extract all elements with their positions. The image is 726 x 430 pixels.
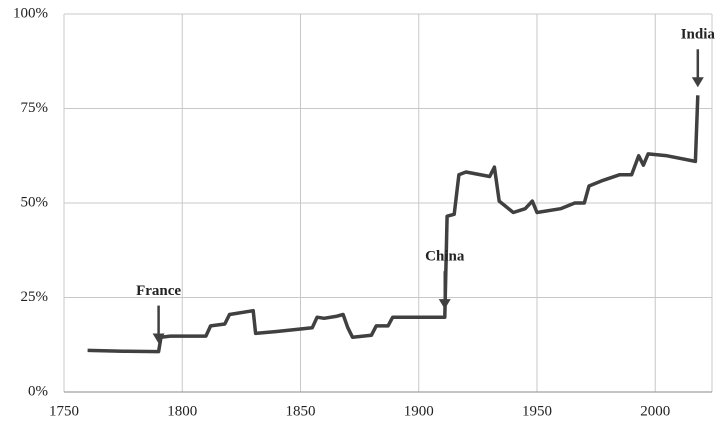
y-tick-label: 75%	[21, 100, 49, 116]
annotation: France	[136, 283, 181, 299]
data-line	[87, 95, 700, 354]
annotation: India	[681, 27, 716, 43]
x-tick-label: 2000	[640, 403, 670, 419]
annotation-arrowhead	[438, 299, 451, 310]
y-tick-label: 50%	[21, 194, 49, 210]
x-tick-label: 1900	[404, 403, 434, 419]
y-tick-label: 100%	[13, 5, 48, 21]
y-tick-label: 25%	[21, 289, 49, 305]
x-tick-label: 1800	[167, 403, 197, 419]
x-tick-label: 1850	[285, 403, 315, 419]
annotation-arrowhead	[691, 77, 704, 88]
y-tick-label: 0%	[28, 383, 48, 399]
x-tick-label: 1750	[49, 403, 79, 419]
x-tick-label: 1950	[522, 403, 552, 419]
annotation-arrowhead	[152, 333, 165, 344]
annotation: China	[425, 249, 465, 265]
